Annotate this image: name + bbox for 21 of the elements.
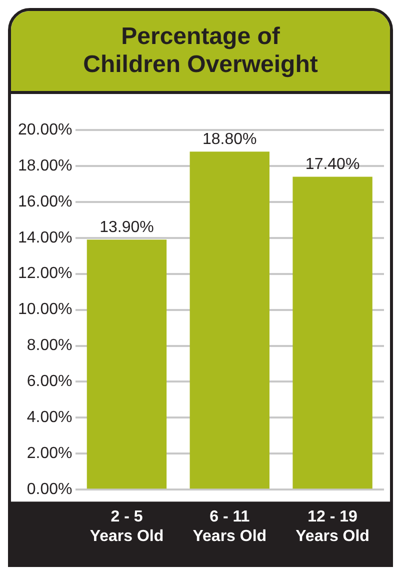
y-tick-label: 16.00% [18,193,72,210]
data-label: 17.40% [305,156,360,174]
y-tick-label: 0.00% [26,481,72,498]
x-tick-label: 12 - 19 Years Old [296,508,370,545]
x-tick-label: 2 - 5 Years Old [90,508,164,545]
y-tick-label: 20.00% [18,121,72,138]
y-tick-label: 2.00% [26,445,72,462]
y-tick-label: 6.00% [26,373,72,390]
y-tick-label: 18.00% [18,157,72,174]
x-tick-label: 6 - 11 Years Old [192,508,267,545]
y-tick-label: 12.00% [18,265,72,282]
y-tick-label: 14.00% [18,229,72,246]
y-tick-label: 8.00% [26,337,72,354]
data-label: 13.90% [100,219,154,236]
y-tick-label: 4.00% [26,409,72,426]
bar [190,152,270,489]
chart-title: Percentage of Children Overweight [11,11,390,94]
y-tick-label: 10.00% [18,301,72,318]
bar [292,176,372,489]
bar [86,240,167,489]
data-label: 18.80% [202,130,257,148]
